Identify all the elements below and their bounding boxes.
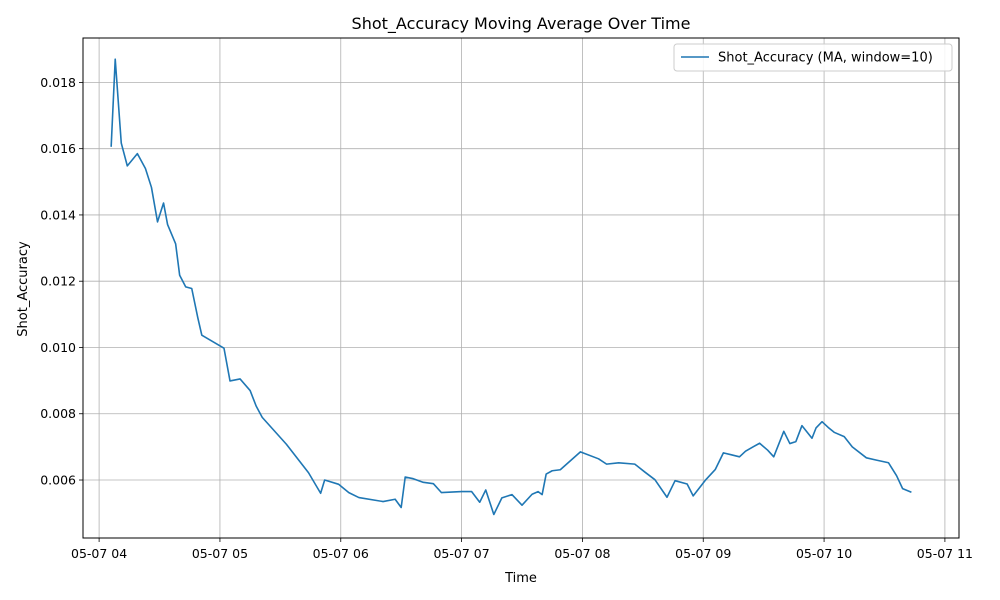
- x-axis-title: Time: [504, 571, 537, 586]
- plot-line-layer: [110, 58, 912, 516]
- y-tick-label: 0.016: [40, 141, 76, 156]
- y-tick-label: 0.010: [40, 340, 76, 355]
- legend-box: [673, 43, 953, 72]
- legend: Shot_Accuracy (MA, window=10): [673, 43, 953, 72]
- y-tick-label: 0.014: [40, 207, 76, 222]
- y-axis-title: Shot_Accuracy: [16, 241, 31, 337]
- y-axis: 0.006 0.008 0.010 0.012 0.014 0.016 0.018: [40, 75, 83, 488]
- grid-lines: [83, 38, 959, 538]
- chart-title: Shot_Accuracy Moving Average Over Time: [352, 14, 691, 34]
- series-line: [110, 58, 912, 516]
- x-tick-label: 05-07 09: [675, 546, 731, 561]
- plot-frame: [82, 37, 960, 539]
- y-tick-label: 0.018: [40, 75, 76, 90]
- x-tick-label: 05-07 06: [313, 546, 369, 561]
- x-tick-label: 05-07 07: [433, 546, 489, 561]
- x-tick-label: 05-07 05: [192, 546, 248, 561]
- x-tick-label: 05-07 08: [554, 546, 610, 561]
- x-tick-label: 05-07 10: [796, 546, 852, 561]
- x-axis: 05-07 04 05-07 05 05-07 06 05-07 07 05-07 08…: [71, 538, 973, 561]
- legend-label: Shot_Accuracy (MA, window=10): [718, 51, 933, 66]
- x-tick-label: 05-07 04: [71, 546, 127, 561]
- x-tick-label: 05-07 11: [917, 546, 973, 561]
- y-tick-label: 0.008: [40, 406, 76, 421]
- y-tick-label: 0.006: [40, 473, 76, 488]
- y-tick-label: 0.012: [40, 274, 76, 289]
